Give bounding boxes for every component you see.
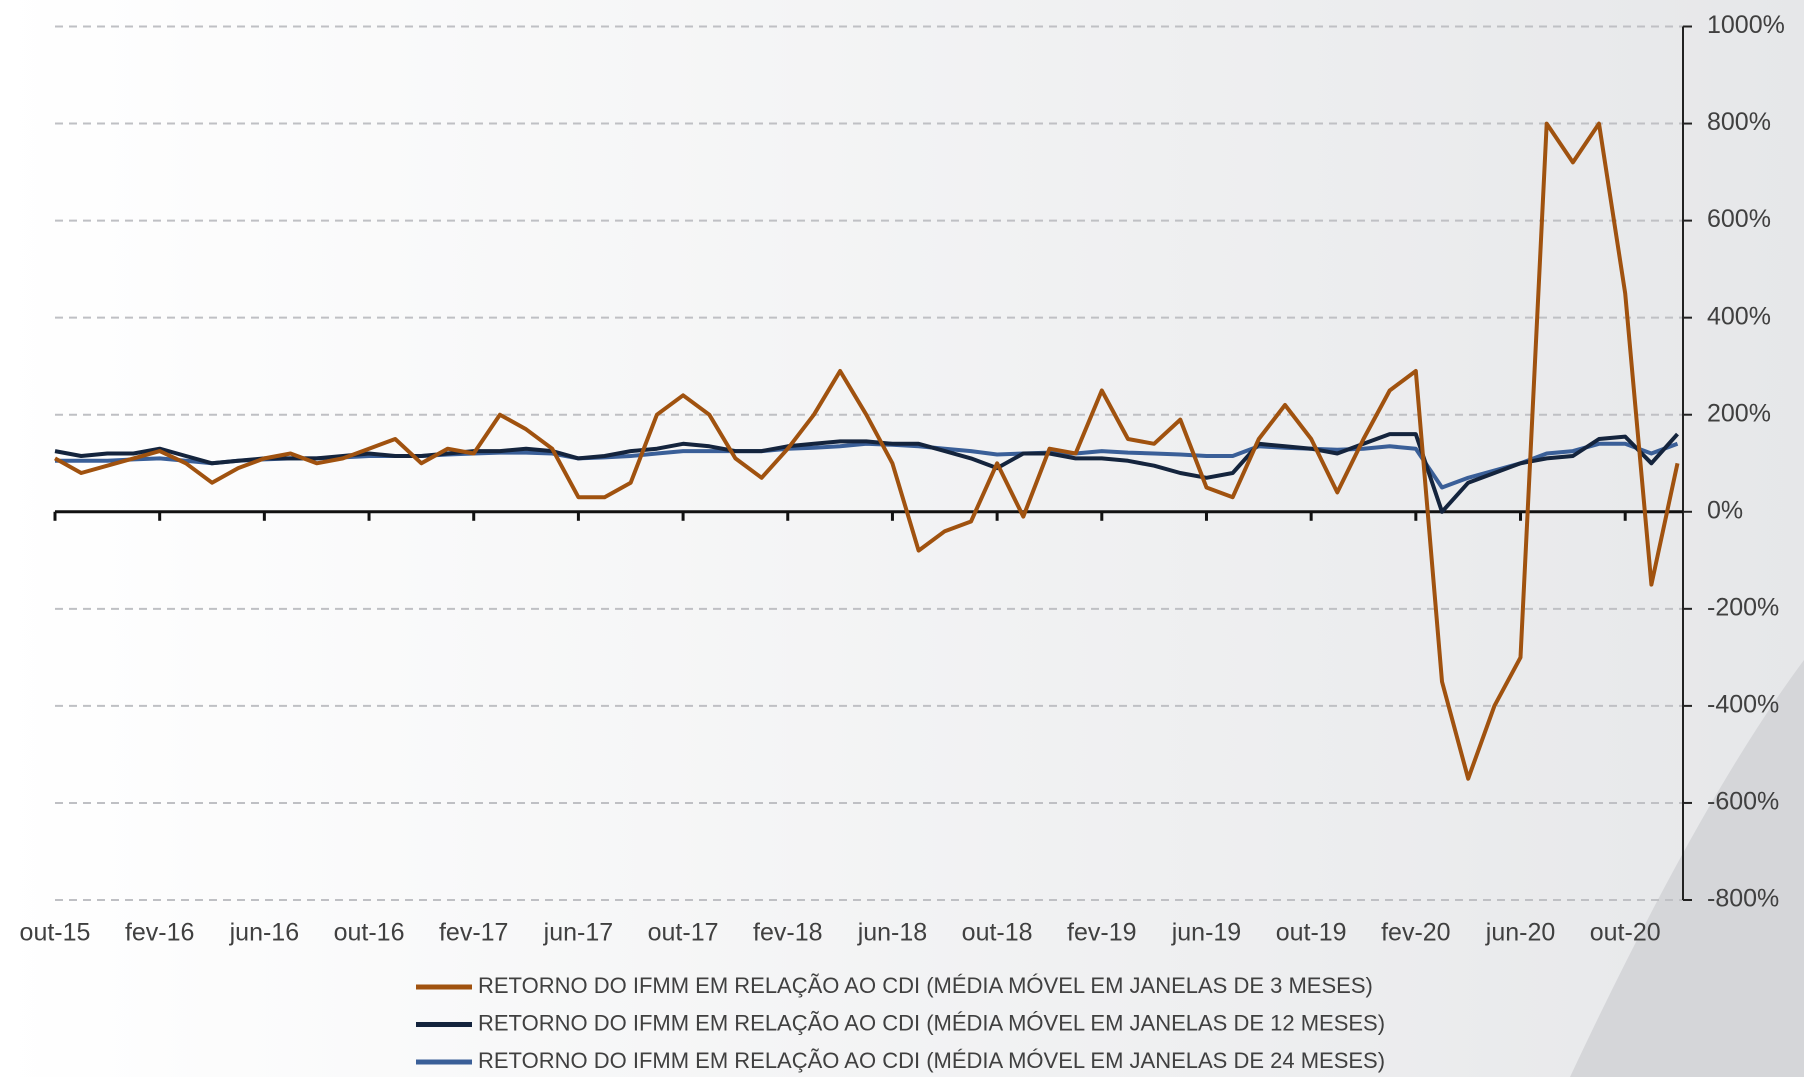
y-tick-label: 200% [1707, 399, 1771, 427]
x-tick-label: fev-19 [1067, 919, 1136, 947]
x-tick-label: fev-16 [125, 919, 194, 947]
x-tick-label: out-16 [334, 919, 405, 947]
y-tick-label: 600% [1707, 205, 1771, 233]
legend-label: RETORNO DO IFMM EM RELAÇÃO AO CDI (MÉDIA… [478, 973, 1373, 998]
x-tick-label: out-18 [962, 919, 1033, 947]
y-tick-label: -600% [1707, 788, 1779, 816]
y-tick-label: -200% [1707, 593, 1779, 621]
x-tick-label: jun-19 [1171, 919, 1242, 947]
legend-label: RETORNO DO IFMM EM RELAÇÃO AO CDI (MÉDIA… [478, 1010, 1385, 1035]
x-tick-label: out-17 [648, 919, 719, 947]
x-tick-label: out-19 [1276, 919, 1347, 947]
x-tick-label: out-20 [1590, 919, 1661, 947]
x-tick-label: jun-17 [543, 919, 614, 947]
series-line [54, 121, 1680, 781]
y-tick-label: -400% [1707, 690, 1779, 718]
x-tick-label: fev-18 [753, 919, 822, 947]
y-tick-label: 1000% [1707, 11, 1785, 39]
y-tick-label: 400% [1707, 302, 1771, 330]
x-tick-label: fev-20 [1381, 919, 1450, 947]
y-tick-label: -800% [1707, 885, 1779, 913]
x-tick-label: fev-17 [439, 919, 508, 947]
x-tick-label: jun-18 [857, 919, 928, 947]
series-line [54, 432, 1679, 514]
x-tick-label: jun-16 [229, 919, 300, 947]
y-tick-label: 0% [1707, 496, 1743, 524]
x-tick-label: out-15 [20, 919, 91, 947]
y-tick-label: 800% [1707, 108, 1771, 136]
x-tick-label: jun-20 [1485, 919, 1556, 947]
decoration [1570, 660, 1804, 1077]
legend-label: RETORNO DO IFMM EM RELAÇÃO AO CDI (MÉDIA… [478, 1048, 1385, 1073]
